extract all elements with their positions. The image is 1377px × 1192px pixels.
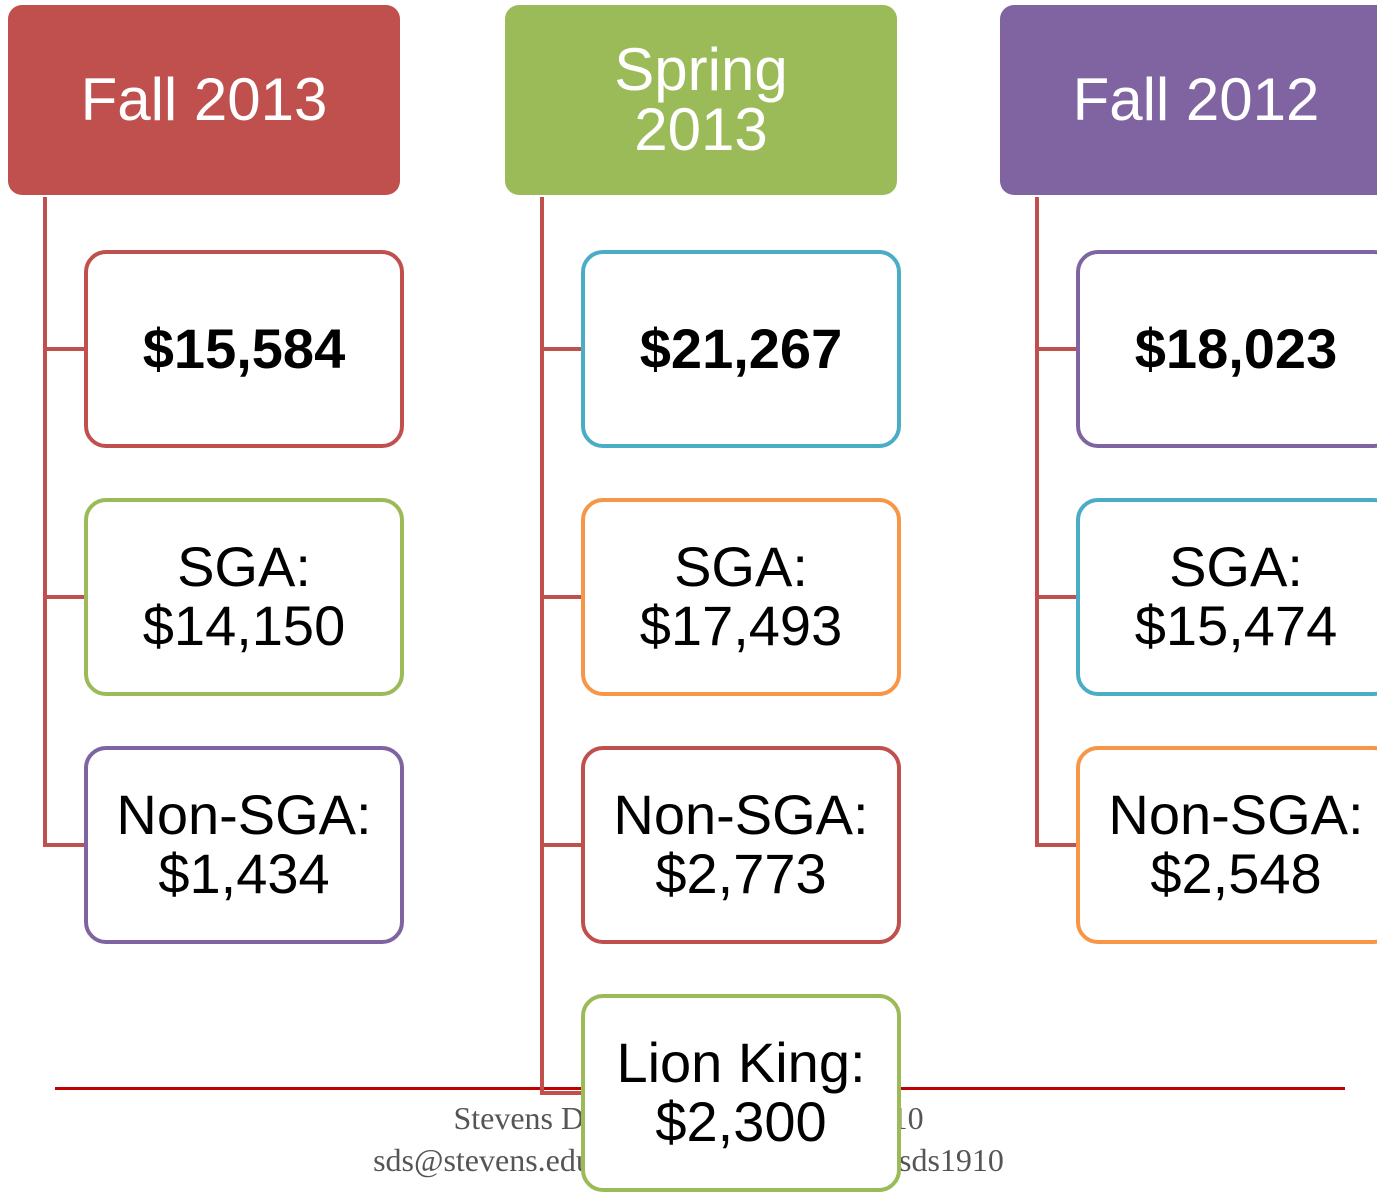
item-box: SGA:$15,474: [1076, 498, 1377, 696]
item-line: Non-SGA:: [613, 786, 868, 845]
item-line: $18,023: [1135, 320, 1337, 379]
item-line: SGA:: [1169, 538, 1303, 597]
connector: [43, 197, 47, 847]
header-line: 2013: [634, 100, 767, 160]
header-line: Fall 2013: [81, 70, 328, 130]
connector: [1037, 347, 1076, 351]
column-header: Fall 2012: [1000, 5, 1377, 195]
item-box: SGA:$14,150: [84, 498, 404, 696]
item-box: Non-SGA:$2,548: [1076, 746, 1377, 944]
page: Stevens Dramatic Society est. 1910sds@st…: [0, 0, 1377, 1187]
item-box: Non-SGA:$2,773: [581, 746, 901, 944]
item-box: $18,023: [1076, 250, 1377, 448]
connector: [1037, 843, 1076, 847]
item-line: Non-SGA:: [1108, 786, 1363, 845]
item-box: SGA:$17,493: [581, 498, 901, 696]
item-line: $15,474: [1135, 597, 1337, 656]
item-line: Lion King:: [616, 1034, 865, 1093]
connector: [542, 843, 581, 847]
connector: [1035, 197, 1039, 847]
item-line: $2,773: [655, 845, 826, 904]
item-line: $15,584: [143, 320, 345, 379]
column-header: Fall 2013: [8, 5, 400, 195]
connector: [1037, 595, 1076, 599]
item-line: Non-SGA:: [116, 786, 371, 845]
item-box: $15,584: [84, 250, 404, 448]
item-box: Lion King:$2,300: [581, 994, 901, 1192]
item-line: $2,300: [655, 1093, 826, 1152]
header-line: Spring: [614, 40, 787, 100]
item-box: Non-SGA:$1,434: [84, 746, 404, 944]
connector: [45, 347, 84, 351]
item-line: $1,434: [158, 845, 329, 904]
item-line: $21,267: [640, 320, 842, 379]
connector: [542, 347, 581, 351]
connector: [542, 1091, 581, 1095]
connector: [540, 197, 544, 1095]
item-line: SGA:: [177, 538, 311, 597]
connector: [542, 595, 581, 599]
item-line: $14,150: [143, 597, 345, 656]
item-line: $2,548: [1150, 845, 1321, 904]
item-box: $21,267: [581, 250, 901, 448]
connector: [45, 843, 84, 847]
item-line: SGA:: [674, 538, 808, 597]
item-line: $17,493: [640, 597, 842, 656]
connector: [45, 595, 84, 599]
header-line: Fall 2012: [1073, 70, 1320, 130]
